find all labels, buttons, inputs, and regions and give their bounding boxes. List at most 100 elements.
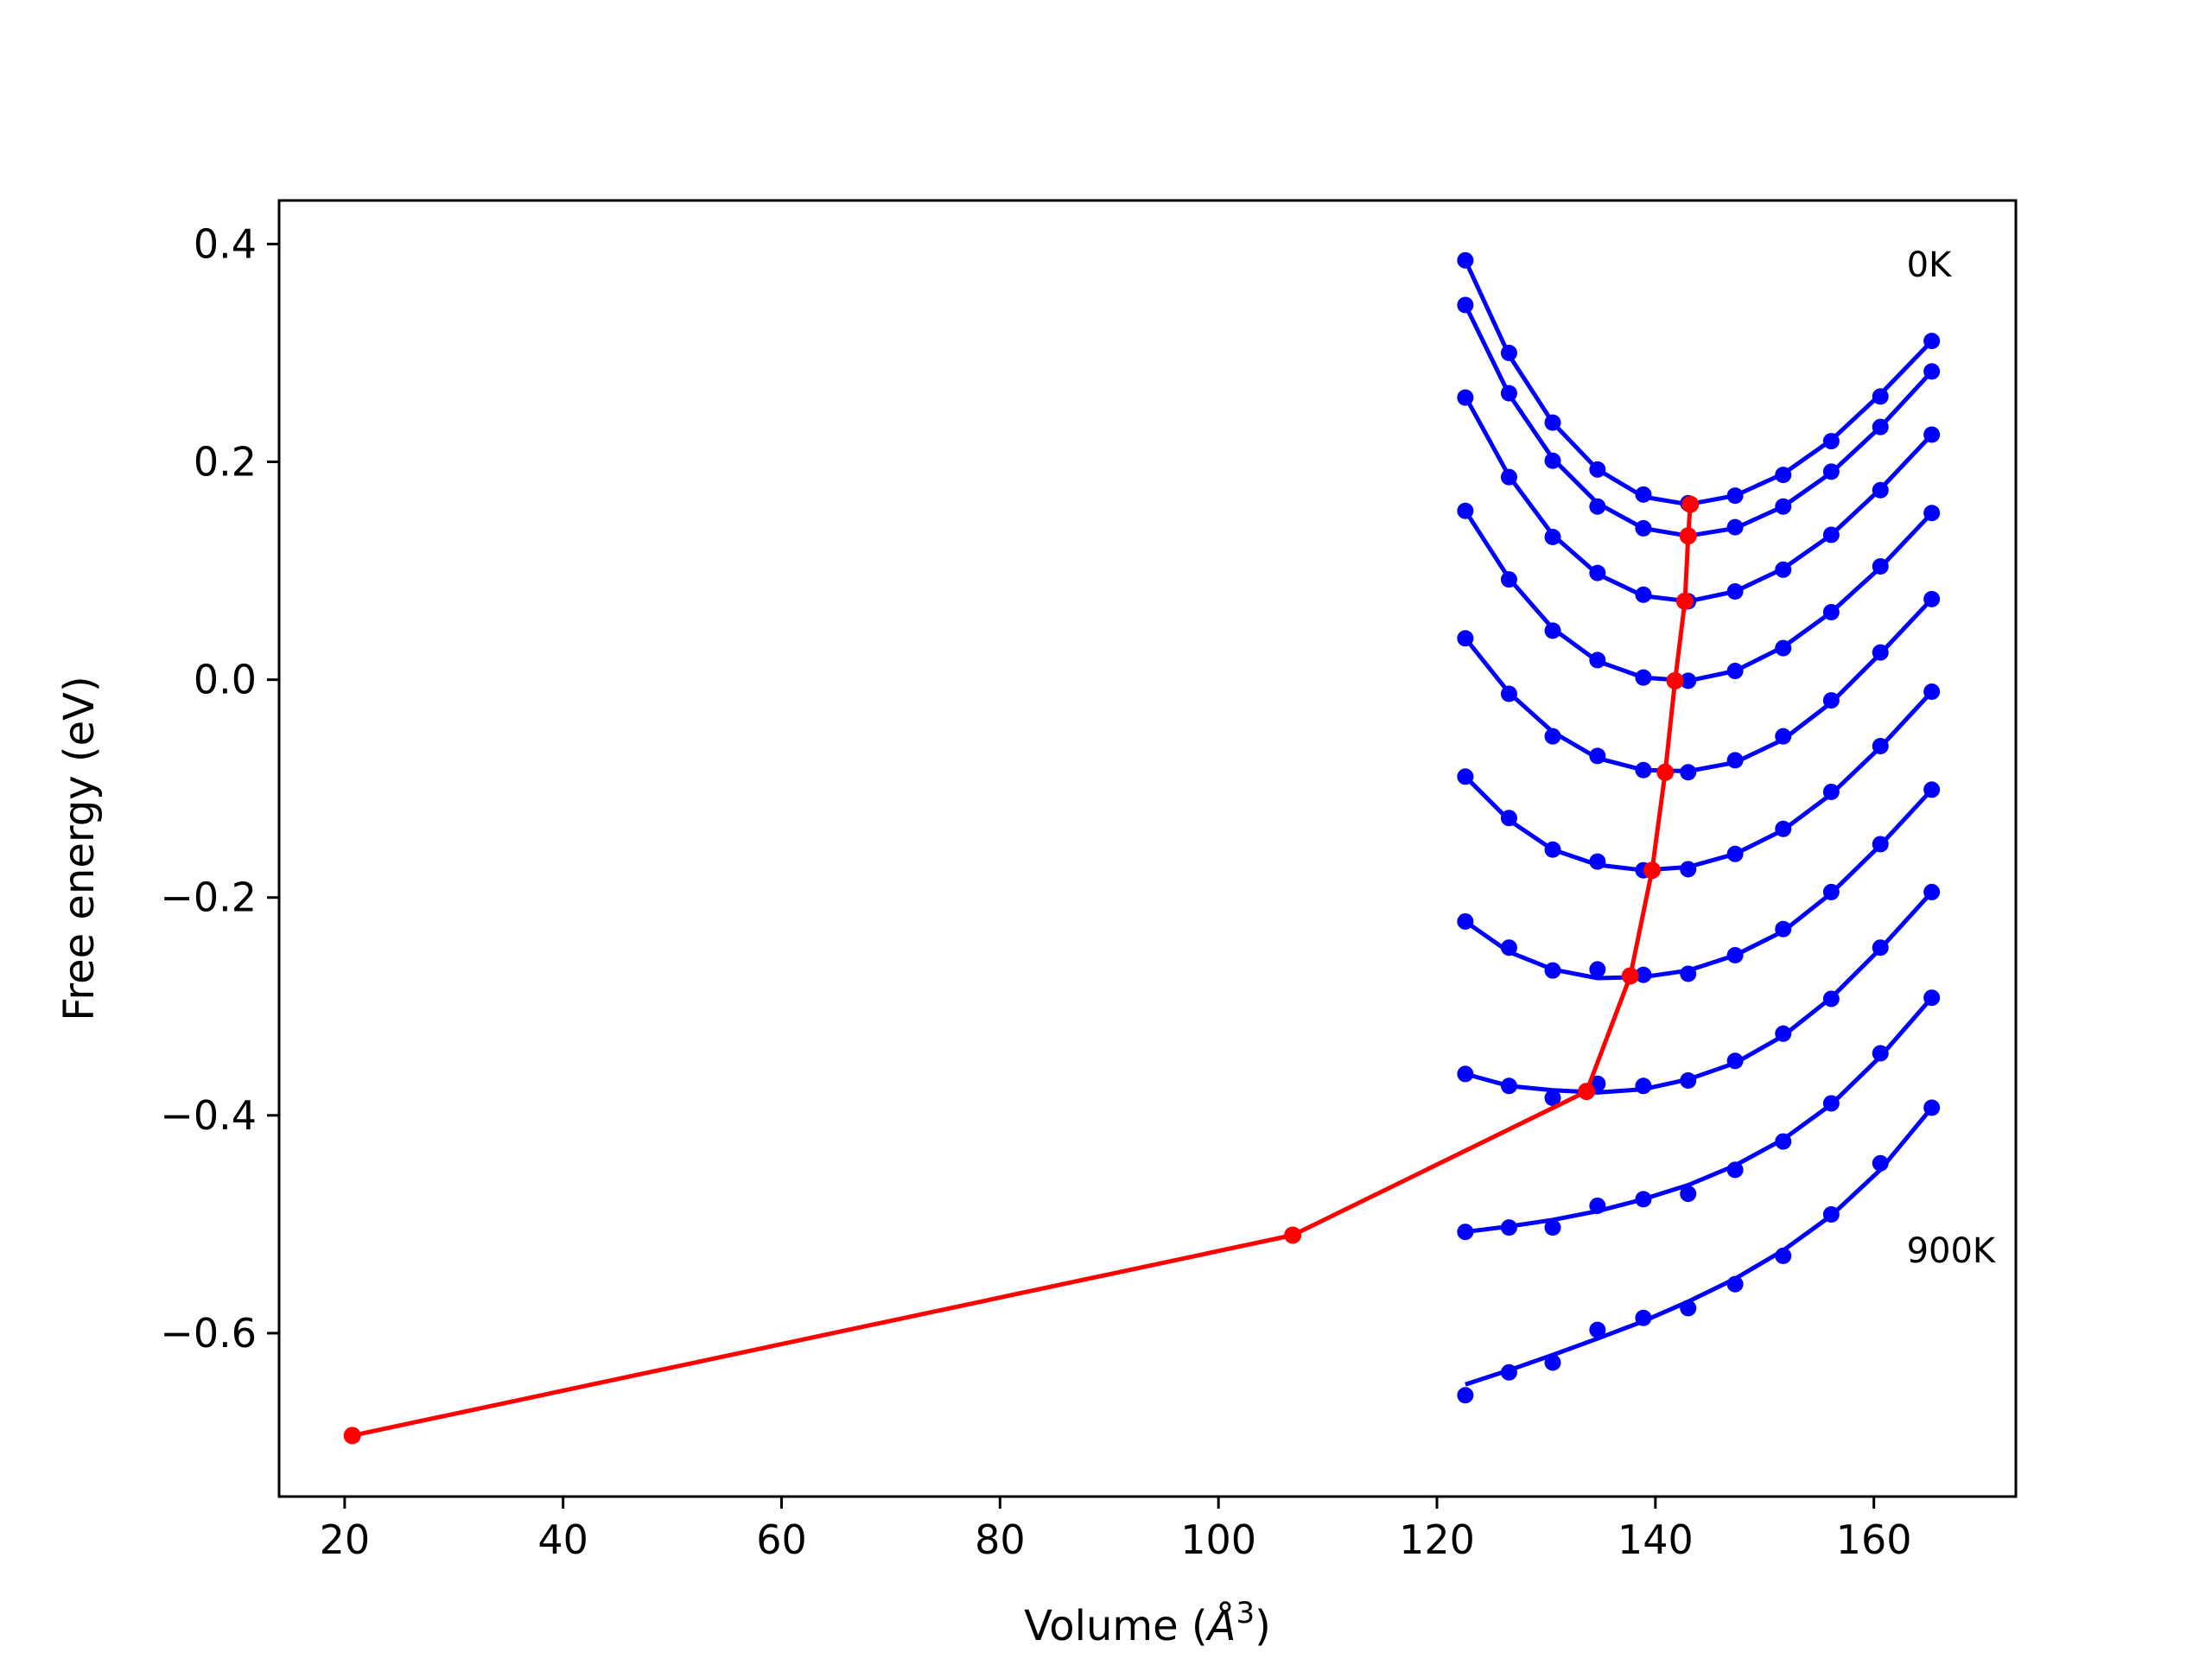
minimum-path-point [1675, 592, 1694, 610]
isotherm-point [1822, 433, 1840, 450]
minimum-path-point [1679, 527, 1697, 545]
isotherm-fit-line [1465, 1106, 1934, 1387]
minimum-path-point [343, 1427, 361, 1445]
isotherm-point [1726, 947, 1744, 964]
isotherm-point [1544, 1219, 1561, 1236]
isotherm-point [1822, 990, 1840, 1007]
isotherm-point [1589, 1197, 1606, 1214]
x-axis: 20 40 60 80 100 120 140 160 [320, 1497, 1912, 1563]
isotherm-point [1635, 486, 1652, 503]
minimum-path-point [1284, 1226, 1302, 1244]
plot-area [343, 251, 1941, 1445]
isotherm-point [1775, 561, 1792, 578]
isotherm-point [1544, 1090, 1561, 1107]
isotherm-point [1872, 644, 1889, 661]
isotherm-point [1544, 414, 1561, 431]
minimum-path-point [1578, 1083, 1596, 1101]
isotherm-point [1923, 683, 1941, 700]
isotherm-fit-line [1463, 259, 1934, 507]
plot-frame [277, 199, 2018, 1498]
isotherm-point [1544, 728, 1561, 745]
y-axis: −0.6 −0.4 −0.2 0.0 0.2 0.4 [160, 220, 279, 1357]
isotherm-point [1923, 426, 1941, 443]
isotherm-point [1775, 1025, 1792, 1042]
isotherm-point [1872, 388, 1889, 405]
y-tick-label: 0.0 [194, 657, 257, 703]
isotherm-fit-line [1463, 395, 1934, 604]
isotherm-fit-line [1464, 788, 1934, 981]
isotherm-point [1726, 1052, 1744, 1070]
x-tick-label: 140 [1618, 1516, 1694, 1563]
isotherm-point [1923, 989, 1941, 1007]
isotherm-point [1680, 1185, 1697, 1203]
isotherm-point [1775, 728, 1792, 745]
isotherm-point [1923, 781, 1941, 798]
isotherm-point [1589, 1321, 1606, 1338]
isotherm-point [1726, 518, 1744, 536]
isotherm-point [1822, 526, 1840, 543]
isotherm-fit-line [1465, 996, 1934, 1235]
isotherm-point [1635, 1191, 1652, 1208]
isotherm-point [1775, 820, 1792, 837]
y-axis-label: Free energy (eV) [55, 676, 104, 1020]
isotherm-point [1500, 1363, 1517, 1381]
isotherm-point [1775, 1133, 1792, 1150]
annotations: 0K 900K [1907, 245, 1997, 1271]
minimum-path-point [1681, 495, 1700, 513]
minimum-path-point [1621, 967, 1639, 985]
isotherm-point [1544, 452, 1561, 469]
y-tick-label: −0.2 [160, 874, 257, 921]
isotherm-point [1726, 663, 1744, 680]
isotherm-point [1726, 1161, 1744, 1179]
isotherm-point [1872, 418, 1889, 435]
isotherm-point [1457, 1065, 1474, 1083]
x-tick-label: 80 [975, 1516, 1026, 1563]
y-tick-label: 0.2 [194, 439, 257, 486]
isotherm-point [1775, 639, 1792, 657]
isotherm-point [1500, 468, 1517, 486]
isotherm-point [1872, 738, 1889, 755]
isotherm-point [1872, 1045, 1889, 1062]
isotherm-point [1822, 883, 1840, 900]
isotherm-point [1726, 1275, 1744, 1293]
isotherm-point [1680, 861, 1697, 878]
isotherm-point [1872, 836, 1889, 853]
isotherm-point [1680, 672, 1697, 690]
x-tick-label: 100 [1180, 1516, 1256, 1563]
isotherm-point [1680, 1300, 1697, 1317]
isotherm-point [1500, 810, 1517, 827]
isotherm-fit-line [1463, 597, 1934, 773]
minimum-path-point [1666, 671, 1684, 690]
annotation-label: 0K [1907, 245, 1953, 285]
isotherm-point [1589, 961, 1606, 978]
isotherm-point [1544, 962, 1561, 979]
isotherm-point [1500, 939, 1517, 957]
isotherm-point [1635, 966, 1652, 983]
isotherm-point [1923, 1099, 1941, 1116]
isotherm-point [1457, 630, 1474, 647]
x-tick-label: 160 [1836, 1516, 1912, 1563]
isotherm-point [1500, 571, 1517, 588]
isotherm-point [1923, 883, 1941, 900]
isotherm-point [1775, 498, 1792, 515]
isotherm-point [1500, 385, 1517, 402]
isotherm-point [1923, 590, 1941, 607]
isotherm-point [1589, 853, 1606, 870]
isotherm-point [1589, 498, 1606, 515]
isotherm-point [1822, 1206, 1840, 1224]
isotherm-point [1680, 764, 1697, 781]
isotherm-point [1635, 761, 1652, 779]
isotherm-point [1822, 603, 1840, 620]
y-tick-label: −0.4 [160, 1092, 257, 1139]
isotherm-point [1500, 1077, 1517, 1095]
isotherm-point [1635, 519, 1652, 537]
isotherm-point [1457, 389, 1474, 406]
x-tick-label: 60 [756, 1516, 807, 1563]
isotherm-point [1544, 528, 1561, 545]
isotherm-point [1775, 1247, 1792, 1264]
x-tick-label: 120 [1399, 1516, 1475, 1563]
isotherm-point [1500, 1219, 1517, 1236]
isotherm-point [1726, 845, 1744, 862]
x-tick-label: 40 [537, 1516, 588, 1563]
